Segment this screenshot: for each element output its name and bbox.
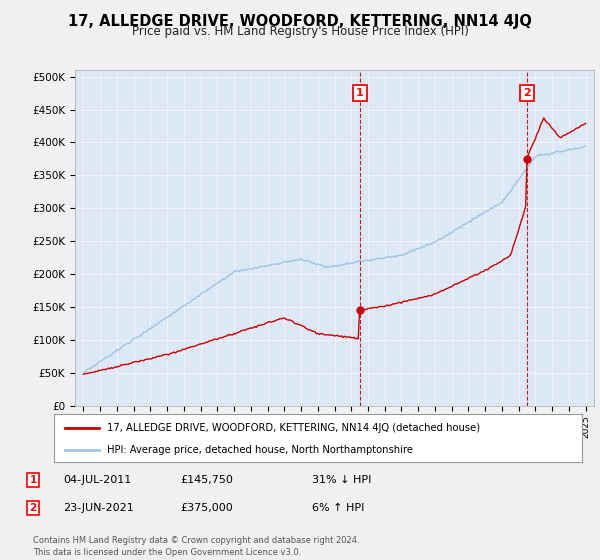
- Text: Price paid vs. HM Land Registry's House Price Index (HPI): Price paid vs. HM Land Registry's House …: [131, 25, 469, 38]
- Text: 2: 2: [29, 503, 37, 513]
- Text: 23-JUN-2021: 23-JUN-2021: [63, 503, 134, 513]
- Text: 31% ↓ HPI: 31% ↓ HPI: [312, 475, 371, 485]
- Text: £145,750: £145,750: [180, 475, 233, 485]
- Text: 1: 1: [29, 475, 37, 485]
- Text: 17, ALLEDGE DRIVE, WOODFORD, KETTERING, NN14 4JQ: 17, ALLEDGE DRIVE, WOODFORD, KETTERING, …: [68, 14, 532, 29]
- Text: Contains HM Land Registry data © Crown copyright and database right 2024.
This d: Contains HM Land Registry data © Crown c…: [33, 536, 359, 557]
- Text: 1: 1: [356, 88, 364, 98]
- Text: 04-JUL-2011: 04-JUL-2011: [63, 475, 131, 485]
- Text: HPI: Average price, detached house, North Northamptonshire: HPI: Average price, detached house, Nort…: [107, 445, 413, 455]
- Text: 17, ALLEDGE DRIVE, WOODFORD, KETTERING, NN14 4JQ (detached house): 17, ALLEDGE DRIVE, WOODFORD, KETTERING, …: [107, 423, 480, 433]
- Text: £375,000: £375,000: [180, 503, 233, 513]
- Text: 6% ↑ HPI: 6% ↑ HPI: [312, 503, 364, 513]
- Text: 2: 2: [523, 88, 530, 98]
